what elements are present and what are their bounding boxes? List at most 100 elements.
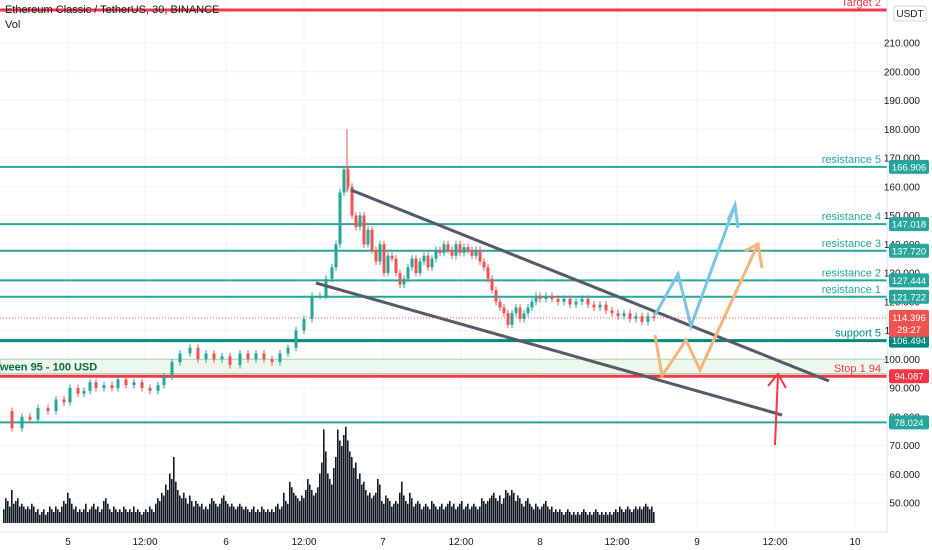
channel-lower-line[interactable] — [315, 281, 783, 417]
volume-bar — [533, 509, 535, 523]
volume-bar — [55, 506, 57, 523]
bullish-path-orange[interactable] — [653, 243, 760, 380]
volume-bar — [255, 512, 257, 523]
volume-bar — [121, 512, 123, 523]
volume-bar — [521, 503, 523, 523]
volume-bar — [603, 514, 605, 523]
volume-bar — [95, 509, 97, 523]
price-tick-label: 200.000 — [884, 67, 921, 78]
candle-body — [270, 359, 274, 363]
volume-bar — [81, 512, 83, 523]
volume-bar — [435, 506, 437, 523]
price-tick-label: 70.000 — [889, 441, 920, 452]
volume-bar — [169, 473, 171, 523]
volume-bar — [593, 512, 595, 523]
price-tags: 166.906 147.018 137.720 127.444 121.722 106.4… — [0, 159, 929, 430]
volume-bar — [171, 479, 173, 523]
volume-bar — [327, 473, 329, 523]
volume-bar — [137, 509, 139, 523]
volume-bar — [155, 503, 157, 523]
candle-body — [354, 215, 358, 227]
volume-bar — [379, 484, 381, 523]
volume-bar — [577, 512, 579, 523]
volume-bar — [415, 503, 417, 523]
candle-body — [28, 416, 32, 420]
currency-label: USDT — [896, 9, 923, 20]
candle-body — [498, 301, 502, 308]
red-arrowhead — [767, 372, 787, 389]
candle-body — [474, 250, 478, 256]
price-tick-label: 50.000 — [889, 499, 920, 510]
level-price-tag — [889, 333, 929, 348]
candle-body — [454, 244, 458, 256]
volume-bar — [355, 462, 357, 523]
level-price-tag — [889, 243, 929, 258]
countdown-text: 29:27 — [897, 325, 921, 336]
volume-bar — [625, 509, 627, 523]
volume-bar — [257, 509, 259, 523]
bullish-path-blue[interactable] — [653, 204, 737, 332]
volume-bar — [391, 506, 393, 523]
level-label: resistance 4 — [822, 211, 881, 223]
volume-bar — [173, 457, 175, 523]
candle-body — [342, 169, 346, 193]
volume-bar — [617, 512, 619, 523]
volume-bar — [461, 501, 463, 523]
time-axis[interactable]: 5 12:00 6 12:00 7 12:00 8 12:00 9 12:00 10 — [0, 531, 932, 550]
candle-body — [370, 229, 374, 250]
volume-bar — [343, 435, 345, 523]
level-price-tag-text: 147.018 — [892, 220, 926, 231]
candle-body — [418, 261, 422, 273]
volume-bar — [303, 498, 305, 523]
volume-bar — [609, 512, 611, 523]
volume-bar — [519, 498, 521, 523]
channel-upper-line[interactable] — [350, 188, 830, 383]
candle-body — [246, 353, 250, 360]
volume-bar — [337, 429, 339, 523]
candle-body — [94, 382, 98, 388]
volume-bar — [271, 509, 273, 523]
volume-bar — [371, 498, 373, 523]
volume-bar — [191, 501, 193, 523]
volume-bar — [539, 509, 541, 523]
volume-bar — [321, 462, 323, 523]
blue-arrowhead — [726, 199, 740, 229]
level-labels: Target 2 resistance 5 resistance 4 resistan… — [822, 0, 881, 375]
candle-body — [646, 316, 650, 322]
volume-bar — [389, 501, 391, 523]
volume-bar — [241, 506, 243, 523]
level-price-tag — [889, 273, 929, 288]
candle-body — [132, 382, 136, 386]
volume-bar — [527, 498, 529, 523]
volume-bar — [373, 495, 375, 523]
price-axis[interactable]: 50.00060.00070.00080.00090.000100.000110… — [884, 0, 932, 532]
candle-body — [82, 390, 86, 394]
candle-body — [310, 296, 314, 319]
volume-bar — [317, 487, 319, 523]
volume-bar — [561, 512, 563, 523]
volume-bar — [405, 501, 407, 523]
volume-bar — [411, 498, 413, 523]
volume-bar — [277, 503, 279, 523]
volume-bar — [457, 506, 459, 523]
volume-bar — [573, 512, 575, 523]
red-arrow-up[interactable] — [774, 373, 779, 446]
candle-body — [148, 388, 152, 391]
volume-bar — [65, 503, 67, 523]
volume-bar — [91, 506, 93, 523]
volume-bar — [127, 512, 129, 523]
volume-bar — [453, 503, 455, 523]
volume-bar — [643, 506, 645, 523]
volume-bar — [259, 512, 261, 523]
volume-bar — [13, 503, 15, 523]
candle-body — [102, 385, 106, 388]
volume-bar — [147, 512, 149, 523]
volume-indicator-label[interactable]: Vol — [5, 19, 21, 31]
currency-box[interactable] — [893, 5, 927, 22]
candle-body — [116, 379, 120, 388]
volume-bar — [483, 501, 485, 523]
symbol-title[interactable]: Ethereum Classic / TetherUS, 30, BINANCE — [5, 4, 220, 16]
volume-bar — [477, 509, 479, 523]
volume-bar — [203, 509, 205, 523]
